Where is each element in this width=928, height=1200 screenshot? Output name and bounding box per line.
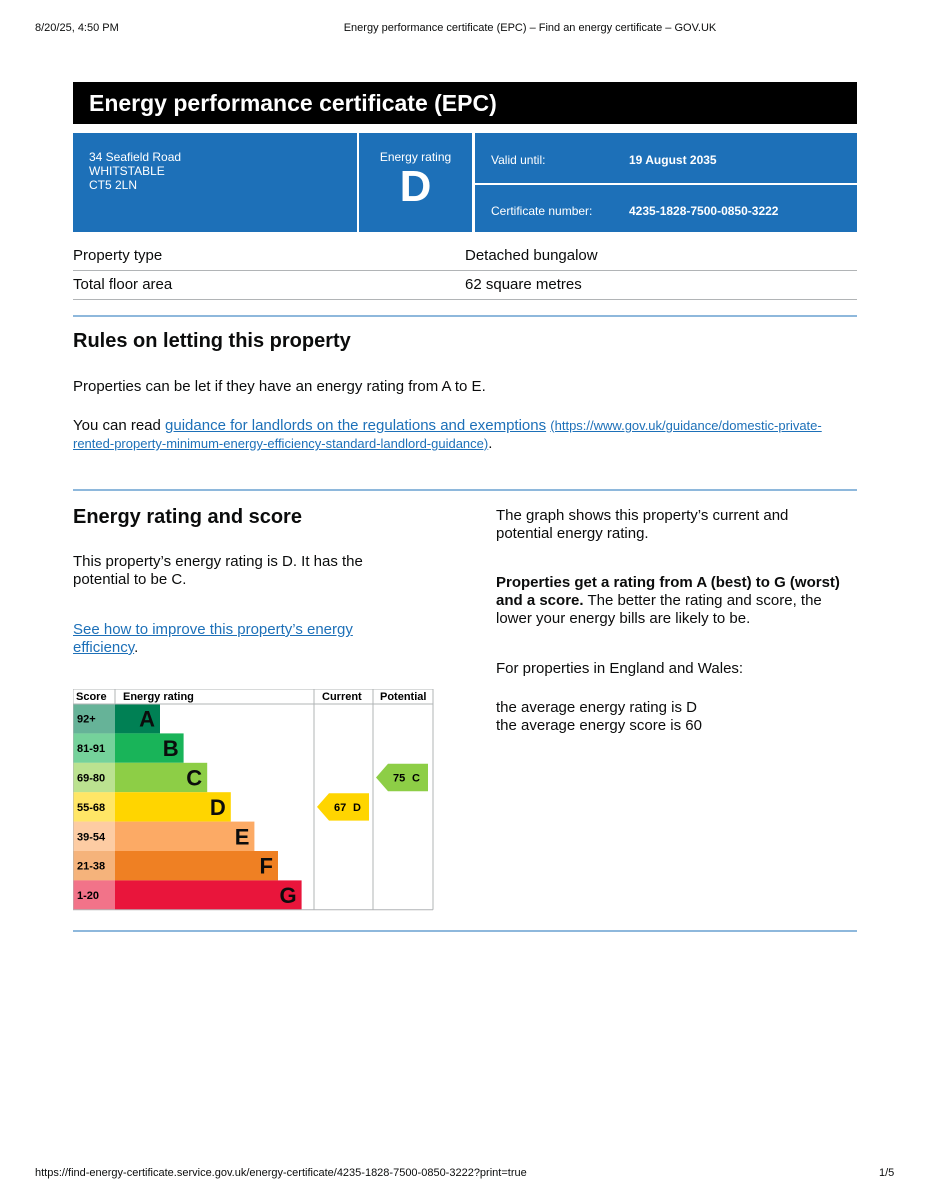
text: . bbox=[134, 639, 139, 656]
rating-arrow bbox=[317, 793, 369, 821]
band-letter: F bbox=[260, 854, 273, 879]
band-score: 81-91 bbox=[77, 743, 105, 755]
score-cell bbox=[73, 821, 115, 851]
rating-box: Energy rating D bbox=[359, 133, 472, 232]
page-title: Energy performance certificate (EPC) bbox=[73, 82, 857, 124]
address-box: 34 Seafield Road WHITSTABLE CT5 2LN bbox=[73, 133, 357, 232]
property-value: Detached bungalow bbox=[465, 247, 598, 264]
valid-box: Valid until: 19 August 2035 bbox=[475, 133, 857, 183]
address-line: WHITSTABLE bbox=[89, 164, 165, 178]
text: You can read bbox=[73, 417, 166, 434]
print-date: 8/20/25, 4:50 PM bbox=[35, 22, 119, 34]
band-bar bbox=[115, 704, 160, 734]
paragraph: You can read guidance for landlords on t… bbox=[73, 417, 833, 453]
property-value: 62 square metres bbox=[465, 276, 582, 293]
row-divider bbox=[73, 270, 857, 271]
guidance-link[interactable]: guidance for landlords on the regulation… bbox=[165, 417, 547, 434]
band-score: 39-54 bbox=[77, 831, 106, 843]
arrow-letter: C bbox=[412, 773, 420, 785]
band-letter: A bbox=[139, 707, 155, 732]
property-key: Total floor area bbox=[73, 276, 173, 293]
chart-header: Current bbox=[322, 691, 362, 703]
print-title: Energy performance certificate (EPC) – F… bbox=[343, 22, 717, 34]
text: The better the rating and score, the low… bbox=[496, 592, 822, 627]
rating-label: Energy rating bbox=[379, 150, 452, 164]
score-cell bbox=[73, 733, 115, 763]
paragraph: This property’s energy rating is D. It h… bbox=[73, 553, 363, 588]
band-bar bbox=[115, 733, 184, 763]
certificate-box: Certificate number: 4235-1828-7500-0850-… bbox=[475, 185, 857, 232]
arrow-letter: D bbox=[353, 802, 361, 814]
row-divider bbox=[73, 299, 857, 300]
text: the average energy score is 60 bbox=[496, 717, 702, 734]
rating-arrow bbox=[376, 763, 428, 792]
band-score: 55-68 bbox=[77, 802, 105, 814]
paragraph: For properties in England and Wales: bbox=[496, 660, 744, 677]
band-letter: C bbox=[186, 766, 202, 791]
bold-text: Properties get a rating from A (best) to… bbox=[496, 574, 840, 609]
band-bar bbox=[115, 762, 208, 793]
certificate-label: Certificate number: bbox=[491, 204, 593, 218]
score-cell bbox=[73, 762, 115, 793]
rating-chart: Score Energy rating Current Potential 92+ A 81… bbox=[73, 689, 434, 911]
band-bar bbox=[115, 792, 231, 822]
valid-label: Valid until: bbox=[491, 153, 546, 167]
chart-header: Score bbox=[76, 691, 107, 703]
band-letter: D bbox=[210, 795, 226, 820]
footer-page: 1/5 bbox=[879, 1167, 895, 1179]
arrow-score: 75 bbox=[393, 773, 405, 785]
paragraph: The graph shows this property’s current … bbox=[496, 507, 789, 542]
text: the average energy rating is D bbox=[496, 699, 697, 716]
guidance-url[interactable]: (https://www.gov.uk/guidance/domestic-pr… bbox=[73, 418, 822, 451]
score-cell bbox=[73, 851, 115, 881]
section-heading: Energy rating and score bbox=[73, 506, 302, 528]
paragraph: the average energy rating is D the avera… bbox=[496, 699, 702, 735]
band-letter: E bbox=[235, 824, 250, 849]
band-letter: G bbox=[279, 883, 296, 908]
paragraph: Properties can be let if they have an en… bbox=[73, 378, 486, 395]
address-line: CT5 2LN bbox=[89, 178, 138, 192]
band-bar bbox=[115, 851, 278, 881]
band-score: 21-38 bbox=[77, 861, 105, 873]
footer-url: https://find-energy-certificate.service.… bbox=[35, 1167, 527, 1179]
score-cell bbox=[73, 792, 115, 822]
band-letter: B bbox=[163, 736, 179, 761]
section-rule bbox=[73, 315, 857, 317]
section-heading: Rules on letting this property bbox=[73, 330, 351, 352]
chart-header: Potential bbox=[380, 691, 426, 703]
valid-date: 19 August 2035 bbox=[629, 153, 717, 167]
improve-link[interactable]: See how to improve this property’s energ… bbox=[73, 621, 353, 656]
score-cell bbox=[73, 880, 115, 910]
address-line: 34 Seafield Road bbox=[89, 150, 182, 164]
arrow-score: 67 bbox=[334, 802, 346, 814]
chart-header: Energy rating bbox=[123, 691, 194, 703]
paragraph: Properties get a rating from A (best) to… bbox=[496, 574, 858, 628]
paragraph: See how to improve this property’s energ… bbox=[73, 621, 393, 657]
rating-letter: D bbox=[399, 162, 432, 211]
band-bar bbox=[115, 821, 255, 851]
band-score: 92+ bbox=[77, 714, 96, 726]
band-score: 1-20 bbox=[77, 890, 99, 902]
band-score: 69-80 bbox=[77, 773, 105, 785]
section-rule bbox=[73, 930, 857, 932]
band-bar bbox=[115, 880, 302, 910]
certificate-number: 4235-1828-7500-0850-3222 bbox=[629, 204, 779, 218]
section-rule bbox=[73, 489, 857, 491]
text: . bbox=[488, 435, 493, 452]
score-cell bbox=[73, 704, 115, 734]
property-key: Property type bbox=[73, 247, 163, 264]
